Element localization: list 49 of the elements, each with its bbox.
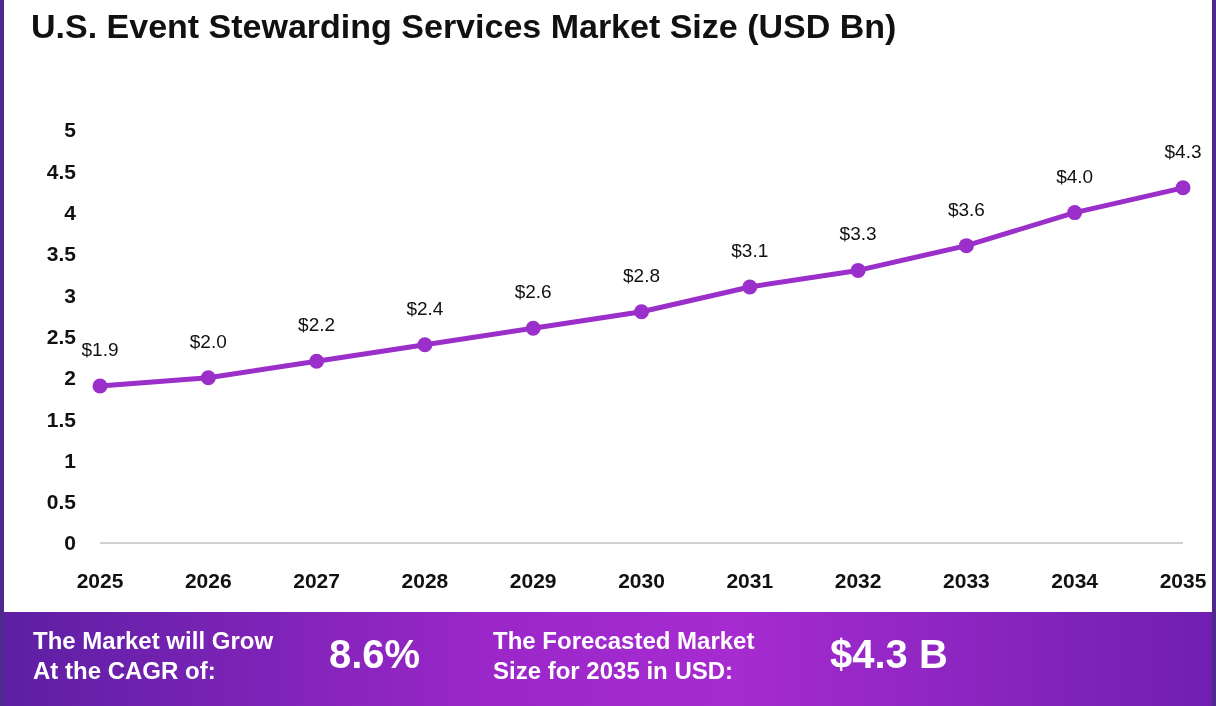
y-tick-label: 4.5 (46, 159, 77, 183)
data-label: $4.3 (1164, 140, 1202, 162)
data-label: $2.0 (189, 330, 227, 352)
data-label: $3.3 (839, 223, 877, 245)
point (309, 353, 325, 369)
text: $4.3 B (830, 632, 948, 677)
data-label: $4.0 (1056, 165, 1094, 187)
y-tick-label: 2 (64, 366, 76, 390)
x-tick-label: 2026 (184, 568, 232, 592)
x-tick-label: 2030 (618, 568, 665, 592)
y-tick-label: 5 (64, 118, 77, 142)
data-label: $3.6 (947, 198, 985, 220)
point (92, 378, 108, 394)
y-tick-label: 1 (64, 448, 77, 472)
point (1067, 205, 1083, 221)
x-tick-label: 2028 (401, 568, 449, 592)
point (200, 370, 216, 386)
chart-title: U.S. Event Stewarding Services Market Size (USD Bn) (31, 7, 897, 46)
y-tick-label: 2.5 (46, 324, 77, 348)
point (525, 320, 541, 336)
text: The Market will Grow At the CAGR of: (33, 626, 275, 686)
point (634, 304, 649, 320)
data-label: $2.4 (406, 297, 444, 319)
data-label: $1.9 (81, 339, 119, 361)
data-label: $2.8 (623, 264, 660, 286)
x-tick-label: 2025 (76, 568, 124, 592)
x-tick-label: 2027 (293, 568, 340, 592)
point (850, 262, 866, 278)
x-tick-label: 2031 (726, 568, 774, 592)
point (958, 238, 974, 254)
y-tick-label: 0 (64, 531, 76, 555)
point (742, 279, 758, 295)
data-label: $2.6 (514, 281, 552, 303)
y-tick-label: 4 (64, 201, 77, 225)
text: 8.6% (329, 632, 421, 677)
text: The Forecasted Market Size for 2035 in USD: (493, 626, 756, 686)
y-tick-label: 1.5 (46, 407, 77, 431)
x-tick-label: 2035 (1159, 568, 1207, 592)
y-tick-label: 3 (64, 283, 76, 307)
x-tick-label: 2034 (1051, 568, 1099, 592)
point (1175, 180, 1191, 196)
data-label: $3.1 (731, 239, 769, 261)
y-tick-label: 0.5 (46, 490, 77, 514)
data-label: $2.2 (298, 314, 336, 336)
point (417, 337, 433, 353)
y-tick-label: 3.5 (46, 242, 77, 266)
x-tick-label: 2033 (943, 568, 990, 592)
x-tick-label: 2029 (509, 568, 557, 592)
x-tick-label: 2032 (834, 568, 882, 592)
